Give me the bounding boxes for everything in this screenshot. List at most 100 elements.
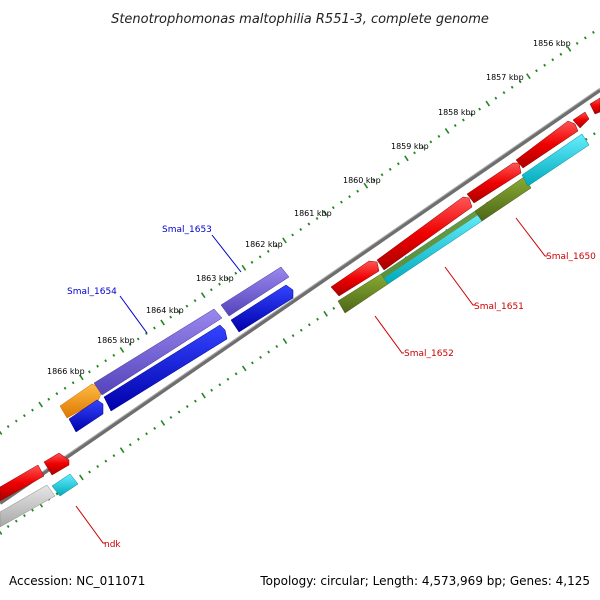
ruler-inner-tick-minor [299,328,303,332]
gene-feature-orange[interactable] [59,383,104,419]
leader-smal-1653 [211,234,242,273]
ruler-outer-tick-major [485,100,491,107]
ruler-outer-tick-minor [22,414,26,418]
cds-feature-ndk[interactable] [51,473,79,497]
ruler-outer-tick-minor [193,299,197,303]
tick-label-1859: 1859 kbp [391,142,429,151]
ruler-outer-tick-major [282,237,287,244]
ruler-outer-tick-minor [478,107,482,111]
ruler-inner-tick-minor [226,377,230,381]
cds-feature-grey[interactable] [0,484,56,528]
ruler-inner-tick-minor [275,344,279,349]
ruler-outer-tick-minor [71,381,75,385]
ruler-inner-tick-minor [88,470,91,474]
ruler-outer-tick-minor [315,217,319,220]
gene-label-smal-1650[interactable]: Smal_1650 [546,252,596,262]
ruler-outer-tick-minor [6,425,10,428]
ruler-outer-tick-minor [339,200,343,204]
ruler-outer-tick-major [566,45,572,52]
ruler-outer-tick-minor [307,222,311,226]
ruler-outer-tick-minor [421,145,425,149]
ruler-outer-tick-minor [153,326,156,330]
ruler-inner-tick-minor [96,464,100,469]
cds-feature-olive-right[interactable] [474,176,532,222]
ruler-outer-tick-minor [396,162,400,166]
ruler-outer-tick-major [0,430,3,435]
ruler-outer-tick-minor [453,124,457,127]
ruler-outer-tick-minor [502,91,506,95]
ruler-outer-tick-minor [96,364,99,368]
gene-feature-red-right-edge[interactable] [572,97,600,129]
ruler-inner-tick-minor [250,361,254,365]
ruler-inner-tick-minor [136,437,140,441]
ruler-inner-tick-minor [104,459,108,463]
tick-label-1857: 1857 kbp [486,73,524,82]
gene-feature-red-lower-left[interactable] [0,464,45,502]
gene-feature-smal-1653[interactable] [230,284,294,333]
ruler-inner-tick-major [160,419,166,426]
gene-feature-smal-1654[interactable] [103,324,228,412]
leader-smal-1651 [444,266,475,306]
ruler-outer-tick-minor [234,271,238,275]
ruler-outer-tick-minor [413,151,416,155]
ruler-outer-tick-minor [535,69,538,73]
leader-ndk [75,505,105,544]
ruler-outer-tick-minor [169,315,173,319]
ruler-outer-tick-minor [291,233,295,237]
tick-label-1861: 1861 kbp [294,209,332,218]
gene-feature-smal-1652[interactable] [376,196,473,271]
cds-feature-smal-1653[interactable] [220,266,290,317]
cds-feature-smal-1654[interactable] [93,308,223,396]
ruler-inner-tick-minor [234,372,238,376]
gene-label-smal-1651[interactable]: Smal_1651 [474,302,524,312]
ruler-outer-tick-minor [87,370,91,374]
ruler-outer-dots [0,30,595,435]
gene-feature-blue-small[interactable] [68,399,104,433]
map-title: Stenotrophomonas maltophilia R551-3, com… [111,12,489,27]
ruler-inner-tick-minor [218,383,222,387]
gene-label-ndk[interactable]: ndk [104,540,121,550]
ruler-outer-tick-minor [112,353,116,357]
gene-label-smal-1652[interactable]: Smal_1652 [404,349,454,359]
ruler-outer-tick-major [160,319,165,326]
ruler-outer-tick-minor [47,397,51,401]
label-leader-lines [75,217,547,544]
ruler-inner-tick-major [0,530,3,535]
cds-feature-smal-1650[interactable] [521,133,590,187]
ruler-inner-tick-minor [6,525,10,528]
tick-label-1865: 1865 kbp [97,336,135,345]
gene-label-smal-1653[interactable]: Smal_1653 [162,225,212,235]
gene-feature-smal-1650[interactable] [515,120,579,169]
ruler-outer-tick-minor [136,337,140,341]
ruler-inner-tick-minor [112,454,116,458]
ruler-outer-tick-major [404,155,409,162]
ruler-outer-tick-minor [274,244,278,248]
ruler-inner-tick-major [79,474,84,481]
gene-label-smal-1654[interactable]: Smal_1654 [67,287,117,297]
ruler-inner-tick-major [201,392,206,399]
leader-smal-1654 [119,295,148,334]
ruler-inner-tick-minor [177,410,181,414]
ruler-outer-tick-minor [250,260,254,264]
tick-label-1858: 1858 kbp [438,108,476,117]
ruler-outer-tick-major [200,292,206,299]
ruler-outer-tick-major [526,73,531,80]
ruler-inner-tick-minor [153,426,157,430]
leader-smal-1652 [374,315,404,354]
ruler-inner-tick-minor [128,443,132,447]
gene-feature-red-small-lower-left[interactable] [43,452,70,476]
ruler-outer-tick-minor [348,195,351,199]
ruler-outer-tick-minor [258,255,262,259]
ruler-outer-tick-minor [380,173,384,177]
ruler-outer-tick-minor [388,167,392,171]
ruler-outer-tick-minor [551,58,555,62]
genome-backbone [0,88,600,505]
ruler-inner-tick-major [119,447,125,454]
gene-feature-smal-1651[interactable] [466,162,522,204]
ruler-inner-tick-minor [267,350,271,354]
ruler-outer-tick-minor [429,140,433,144]
gene-feature-red-right-1[interactable] [330,260,380,297]
ruler-inner-tick-minor [259,355,262,359]
ruler-outer-tick-minor [559,52,563,56]
